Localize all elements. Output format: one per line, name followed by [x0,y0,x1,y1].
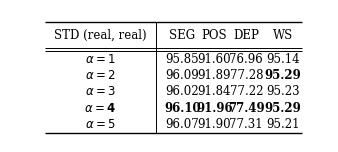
Text: 91.96: 91.96 [196,102,233,115]
Text: 91.84: 91.84 [198,85,231,98]
Text: 96.10: 96.10 [164,102,201,115]
Text: $\alpha = 3$: $\alpha = 3$ [84,85,115,98]
Text: 91.60: 91.60 [197,53,231,66]
Text: 95.21: 95.21 [266,118,300,131]
Text: 96.02: 96.02 [166,85,199,98]
Text: 77.31: 77.31 [230,118,263,131]
Text: 95.29: 95.29 [265,102,301,115]
Text: $\alpha = \mathbf{4}$: $\alpha = \mathbf{4}$ [84,102,116,115]
Text: $\alpha = 2$: $\alpha = 2$ [84,69,115,82]
Text: 77.22: 77.22 [230,85,263,98]
Text: 76.96: 76.96 [230,53,263,66]
Text: 91.90: 91.90 [197,118,231,131]
Text: POS: POS [201,29,227,42]
Text: 77.49: 77.49 [228,102,265,115]
Text: 95.85: 95.85 [166,53,199,66]
Text: 91.89: 91.89 [198,69,231,82]
Text: 96.07: 96.07 [166,118,199,131]
Text: WS: WS [273,29,293,42]
Text: 95.14: 95.14 [266,53,300,66]
Text: $\alpha = 5$: $\alpha = 5$ [84,118,115,131]
Text: 77.28: 77.28 [230,69,263,82]
Text: $\alpha = 1$: $\alpha = 1$ [84,53,115,66]
Text: DEP: DEP [233,29,259,42]
Text: 95.23: 95.23 [266,85,300,98]
Text: SEG: SEG [169,29,195,42]
Text: 96.09: 96.09 [166,69,199,82]
Text: 95.29: 95.29 [265,69,301,82]
Text: STD (real, real): STD (real, real) [53,29,146,42]
